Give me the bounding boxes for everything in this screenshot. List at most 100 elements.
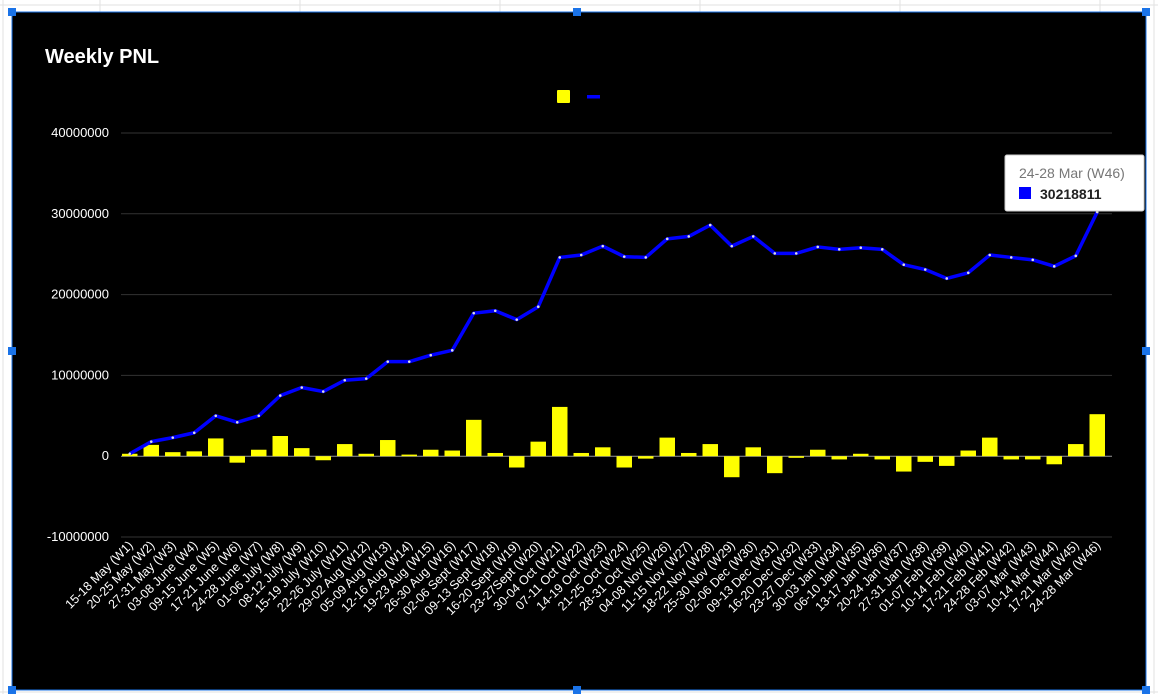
line-point [1074, 254, 1078, 258]
line-point [321, 390, 325, 393]
line-point [730, 244, 734, 248]
line-point [192, 431, 196, 435]
line-point [450, 349, 454, 352]
bar [1068, 444, 1084, 457]
line-point [601, 244, 605, 248]
line-point [644, 256, 648, 259]
line-point [1052, 265, 1056, 268]
line-point [472, 311, 476, 315]
bar [208, 438, 224, 457]
plot: -10000000 0 10000000 20000000 30000000 400000… [47, 90, 1145, 618]
bar [853, 453, 869, 457]
line-point [622, 255, 626, 258]
bar [724, 456, 740, 478]
bar [530, 441, 546, 457]
bar [745, 447, 761, 457]
bar [616, 456, 632, 468]
bar [939, 456, 955, 466]
y-tick-label: 10000000 [51, 367, 109, 382]
bar [251, 449, 267, 457]
bar [509, 456, 525, 468]
line-point [536, 305, 540, 309]
chart-area[interactable] [11, 11, 1147, 691]
tooltip-swatch [1019, 187, 1031, 199]
line-point [1031, 258, 1035, 262]
bar [874, 456, 890, 460]
y-tick-label: 0 [102, 448, 109, 463]
tooltip: 24-28 Mar (W46) 30218811 [1004, 154, 1145, 212]
line-point [235, 420, 239, 424]
bar [337, 444, 353, 457]
selection-handles [8, 8, 1150, 694]
bar [1025, 456, 1041, 460]
bar [896, 456, 912, 472]
bar [917, 456, 933, 462]
bar [552, 406, 568, 457]
bar [401, 454, 417, 457]
bar [702, 444, 718, 457]
bar [444, 450, 460, 457]
line-point [407, 360, 411, 363]
line-point [988, 253, 992, 257]
bar [294, 448, 310, 457]
line-point [278, 394, 282, 397]
line-point [149, 440, 153, 443]
line-point [515, 318, 519, 321]
line-point [816, 245, 820, 249]
bar [573, 452, 589, 457]
bar [423, 449, 439, 457]
line-point [493, 309, 497, 313]
bar [595, 447, 611, 457]
tooltip-value: 30218811 [1040, 186, 1102, 202]
bar [380, 440, 396, 457]
line-point [687, 235, 691, 238]
bar [767, 456, 783, 474]
bar [186, 451, 202, 457]
line-point [945, 277, 949, 280]
line-point [300, 386, 304, 389]
bar [810, 449, 826, 457]
line-point [128, 452, 132, 456]
bar [143, 444, 159, 457]
line-point [214, 414, 218, 418]
bar [831, 456, 847, 460]
legend-swatch [557, 90, 570, 103]
line-point [579, 253, 583, 257]
line-point [708, 223, 712, 227]
legend-swatch [587, 95, 600, 99]
chart-title: Weekly PNL [45, 46, 159, 68]
bar [487, 452, 503, 457]
bar [272, 436, 288, 457]
y-tick-label: 40000000 [51, 125, 109, 140]
line-point [773, 252, 777, 255]
y-tick-label: 20000000 [51, 287, 109, 302]
bar [229, 456, 245, 463]
y-tick-label: 30000000 [51, 206, 109, 221]
line-point [1009, 256, 1013, 259]
line-point [837, 248, 841, 251]
y-tick-label: -10000000 [47, 529, 109, 544]
line-point [665, 237, 669, 241]
bar [1003, 456, 1019, 460]
line-point [364, 377, 368, 380]
tooltip-box [1004, 154, 1145, 212]
line-point [751, 235, 755, 238]
bar [982, 437, 998, 457]
bar [466, 419, 482, 457]
line-point [966, 271, 970, 275]
line-point [257, 414, 261, 418]
bar [1089, 414, 1105, 457]
bar [315, 456, 331, 461]
bar [358, 453, 374, 457]
bar [960, 450, 976, 457]
bar [1046, 456, 1062, 465]
bar [165, 452, 181, 457]
line-point [794, 252, 798, 255]
line-point [902, 263, 906, 267]
line-point [171, 436, 175, 439]
line-point [558, 256, 562, 259]
line-point [923, 268, 927, 271]
